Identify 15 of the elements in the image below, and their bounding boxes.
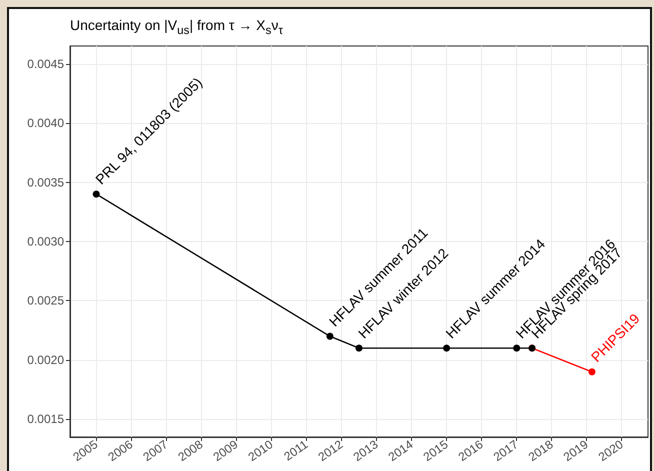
point [326, 332, 334, 340]
point [443, 344, 450, 352]
y-tick-label: 0.0015 [27, 412, 64, 426]
chart-title: Uncertainty on |V$_{us}$| from τ → X$_{s}$ν$_{τ}$ [70, 17, 283, 39]
y-tick-label: 0.0020 [27, 352, 64, 367]
point [513, 344, 520, 352]
point [92, 190, 100, 198]
x-tick-label: 2011 [281, 437, 311, 464]
y-tick-label: 0.0030 [27, 234, 64, 248]
point [588, 368, 596, 376]
point [356, 344, 362, 352]
y-tick-label: 0.0040 [27, 116, 64, 130]
y-tick-label: 0.0045 [27, 56, 64, 71]
y-tick-label: 0.0035 [27, 175, 64, 190]
y-tick-label: 0.0025 [27, 294, 64, 308]
